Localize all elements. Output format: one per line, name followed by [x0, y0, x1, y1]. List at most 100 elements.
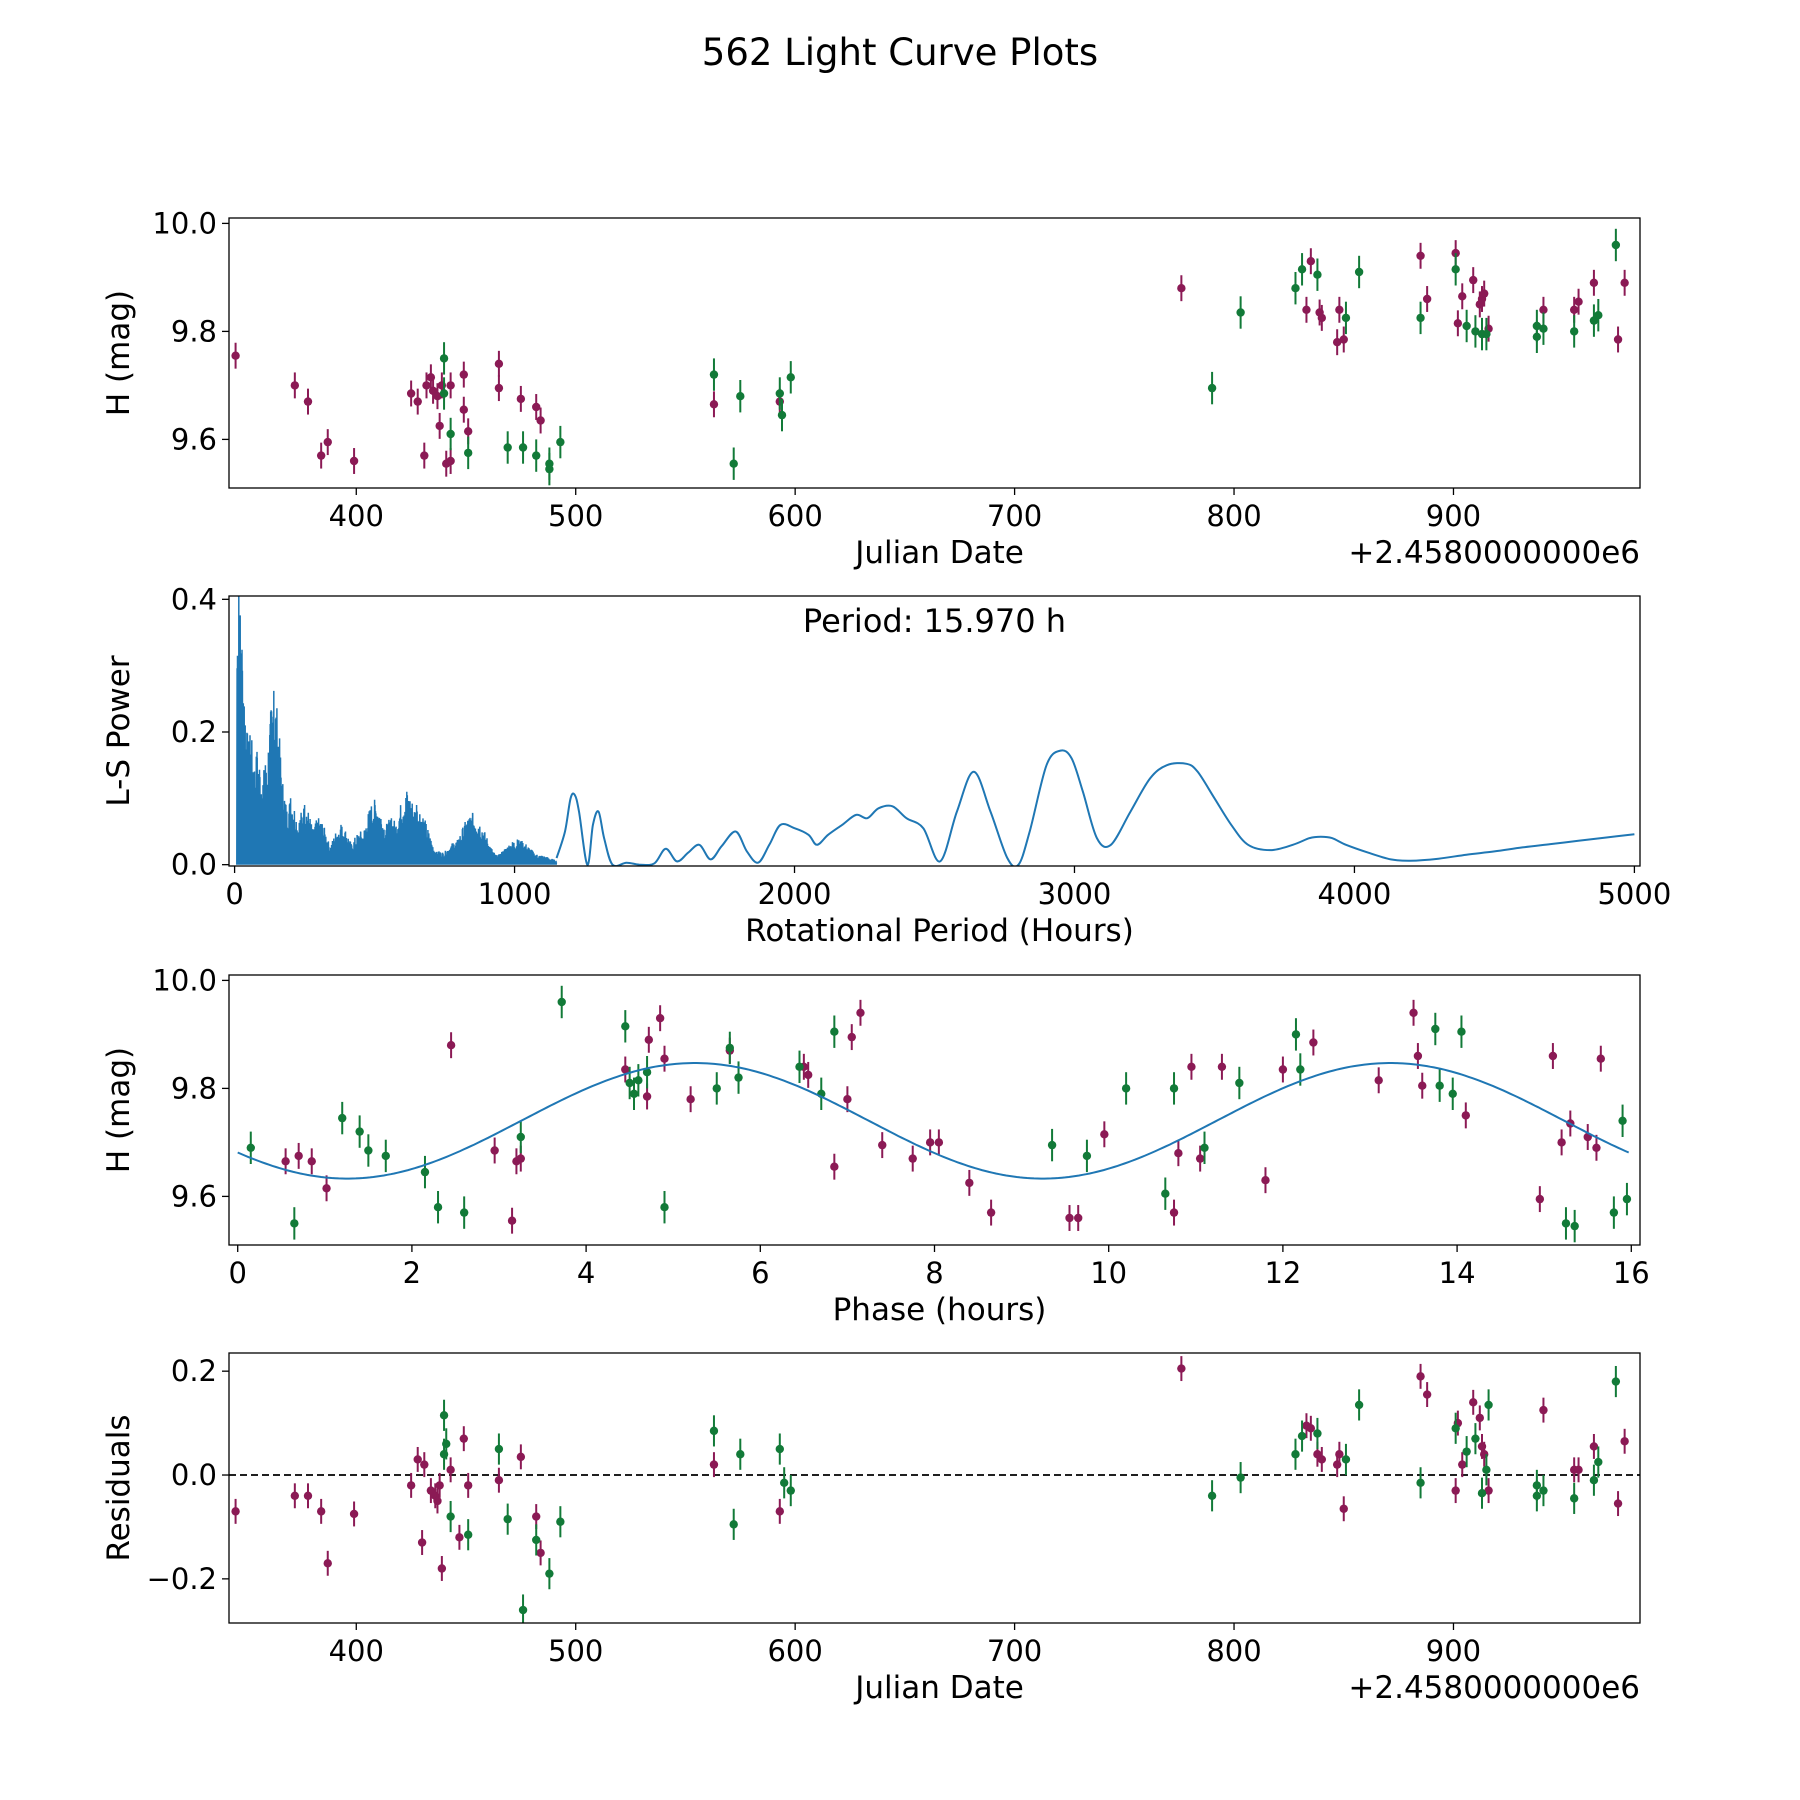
data-point — [1313, 270, 1322, 279]
x-axis-label: Julian Date — [853, 1670, 1024, 1706]
data-point — [433, 1496, 442, 1506]
data-point — [856, 1008, 865, 1017]
data-point — [459, 1208, 469, 1217]
data-point — [1335, 1450, 1344, 1459]
x-tick-label: 8 — [925, 1256, 943, 1290]
y-tick-label: 9.8 — [171, 1071, 217, 1105]
data-point — [439, 1411, 449, 1420]
data-point — [1471, 1434, 1480, 1443]
y-tick-label: 0.0 — [171, 848, 217, 882]
data-point — [556, 1517, 565, 1526]
data-point — [349, 456, 359, 466]
y-axis-label: L-S Power — [101, 655, 137, 806]
data-point — [1169, 1208, 1179, 1217]
data-point — [413, 1455, 422, 1464]
data-point — [463, 1481, 473, 1490]
data-point — [406, 1481, 416, 1490]
data-point — [442, 1439, 451, 1449]
residuals-plot-area — [229, 1356, 1653, 1623]
data-point — [1297, 265, 1307, 274]
y-tick-label: 0.0 — [171, 1458, 217, 1492]
data-point — [1461, 1111, 1471, 1120]
data-point — [712, 1084, 721, 1093]
data-point — [786, 373, 795, 382]
data-point — [494, 1444, 504, 1454]
x-tick-label: 2000 — [758, 877, 832, 911]
data-point — [1557, 1138, 1566, 1147]
data-point — [1645, 271, 1653, 279]
data-point — [729, 1520, 738, 1529]
data-point — [1207, 383, 1217, 393]
data-point — [1569, 1494, 1579, 1503]
data-point — [1354, 1400, 1364, 1410]
data-point — [1422, 1390, 1432, 1399]
data-point — [1200, 1143, 1209, 1153]
data-point — [878, 1140, 887, 1150]
data-point — [779, 1478, 789, 1488]
data-point — [323, 437, 332, 447]
data-point — [1477, 1488, 1487, 1498]
data-point — [1471, 327, 1480, 336]
data-point — [1413, 1051, 1423, 1061]
data-point — [934, 1138, 944, 1147]
data-point — [1569, 327, 1579, 336]
data-point — [420, 1460, 429, 1469]
data-point — [843, 1095, 852, 1104]
data-point — [1482, 329, 1491, 339]
data-point — [413, 397, 422, 406]
data-point — [1195, 1154, 1205, 1163]
residuals-axes-frame — [228, 1352, 1641, 1624]
model-fit-curve — [237, 1062, 1630, 1180]
data-point — [231, 1507, 240, 1516]
data-point — [1645, 1424, 1653, 1432]
series-B — [439, 228, 1653, 486]
x-tick-label: 700 — [987, 499, 1042, 533]
data-point — [1291, 284, 1300, 293]
data-point — [422, 381, 431, 390]
data-point — [1592, 1143, 1601, 1153]
data-point — [621, 1022, 630, 1031]
period-annotation: Period: 15.970 h — [803, 602, 1066, 640]
data-point — [532, 1535, 541, 1545]
data-point — [1561, 1219, 1571, 1228]
data-point — [1451, 265, 1460, 274]
x-tick-label: 14 — [1439, 1256, 1476, 1290]
data-point — [775, 1507, 784, 1516]
data-point — [1341, 313, 1351, 323]
data-point — [1302, 305, 1311, 314]
data-point — [1261, 1176, 1270, 1185]
data-point — [709, 370, 719, 379]
x-tick-label: 400 — [329, 499, 384, 533]
data-point — [1235, 1078, 1244, 1088]
figure-title: 562 Light Curve Plots — [702, 31, 1098, 74]
data-point — [1620, 278, 1629, 287]
data-point — [1161, 1189, 1170, 1198]
data-point — [536, 1548, 545, 1558]
data-point — [1278, 1065, 1288, 1074]
x-tick-label: 700 — [987, 1634, 1042, 1668]
x-axis-label: Rotational Period (Hours) — [745, 913, 1134, 949]
x-tick-label: 800 — [1206, 499, 1261, 533]
data-point — [349, 1509, 359, 1519]
x-tick-label: 600 — [767, 1634, 822, 1668]
data-point — [1448, 1089, 1457, 1099]
data-point — [1622, 1194, 1632, 1204]
data-point — [686, 1095, 695, 1104]
data-point — [494, 359, 504, 368]
data-point — [1589, 1442, 1599, 1451]
lightcurve-plot-area — [231, 228, 1653, 486]
series-A — [281, 999, 1606, 1234]
data-point — [532, 402, 541, 412]
data-point — [1074, 1213, 1083, 1223]
data-point — [316, 451, 326, 460]
x-tick-label: 1000 — [478, 877, 552, 911]
periodogram-axes-frame — [228, 595, 1641, 867]
data-point — [1539, 324, 1548, 333]
data-point — [777, 410, 787, 420]
data-point — [1306, 1424, 1316, 1433]
data-point — [1574, 1465, 1583, 1475]
data-point — [1047, 1140, 1057, 1150]
data-point — [557, 997, 566, 1007]
data-point — [437, 1564, 447, 1573]
data-point — [439, 389, 449, 398]
